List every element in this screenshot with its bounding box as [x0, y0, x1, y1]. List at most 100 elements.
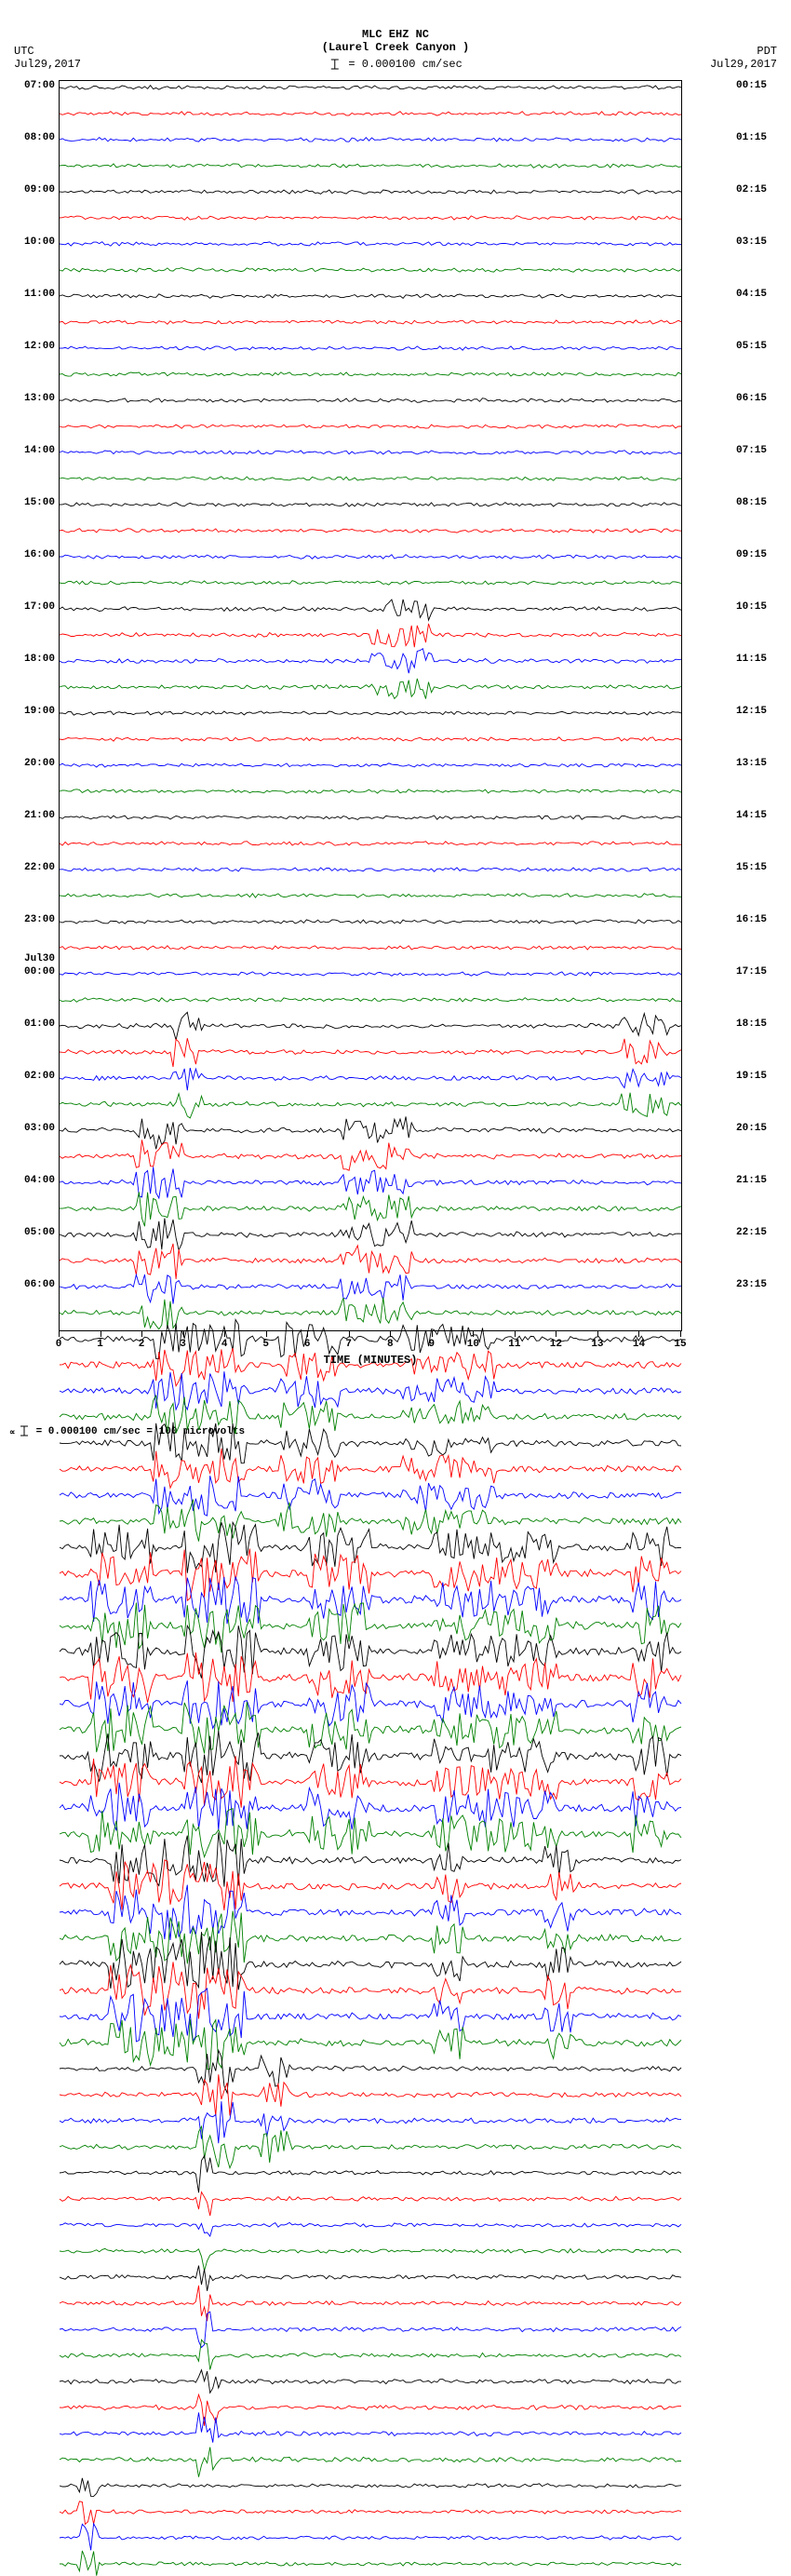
utc-time-label: 17:00 — [14, 600, 55, 614]
seismogram-trace — [60, 1541, 681, 1554]
pdt-time-label: 15:15 — [736, 861, 777, 874]
seismogram-trace — [60, 602, 681, 615]
seismogram-trace — [60, 1254, 681, 1267]
x-axis-title: TIME (MINUTES) — [324, 1354, 418, 1367]
pdt-time-label: 12:15 — [736, 705, 777, 718]
seismogram-trace — [60, 889, 681, 902]
seismogram-trace — [60, 1906, 681, 1919]
x-tick-label: 15 — [674, 1339, 686, 1350]
utc-time-label: 08:00 — [14, 131, 55, 144]
seismogram-trace — [60, 576, 681, 589]
x-tick — [307, 1331, 308, 1337]
seismogram-trace — [60, 681, 681, 694]
seismogram-trace — [60, 707, 681, 720]
seismogram-trace — [60, 81, 681, 94]
utc-time-label: 02:00 — [14, 1070, 55, 1083]
seismogram-trace — [60, 446, 681, 459]
pdt-time-label: 14:15 — [736, 809, 777, 822]
seismogram-trace — [60, 185, 681, 198]
x-tick-label: 12 — [550, 1339, 562, 1350]
seismogram-trace — [60, 1176, 681, 1189]
seismogram-trace — [60, 2219, 681, 2232]
x-tick-label: 5 — [262, 1339, 269, 1350]
pdt-time-label: 09:15 — [736, 548, 777, 561]
seismogram-trace — [60, 863, 681, 876]
utc-time-label: 23:00 — [14, 913, 55, 926]
x-tick-label: 9 — [428, 1339, 435, 1350]
seismogram-trace — [60, 628, 681, 641]
seismogram-trace — [60, 837, 681, 850]
utc-time-label: 21:00 — [14, 809, 55, 822]
x-tick-label: 8 — [387, 1339, 394, 1350]
seismogram-trace — [60, 1489, 681, 1502]
pdt-time-label: 01:15 — [736, 131, 777, 144]
pdt-time-label: 07:15 — [736, 444, 777, 457]
seismogram-trace — [60, 1801, 681, 1814]
seismogram-trace — [60, 941, 681, 954]
seismogram-trace — [60, 1072, 681, 1085]
x-tick-label: 10 — [467, 1339, 479, 1350]
utc-time-label: 19:00 — [14, 705, 55, 718]
header-right-block: PDT Jul29,2017 — [710, 45, 777, 71]
station-code-label: MLC EHZ NC — [322, 28, 469, 41]
x-tick-label: 1 — [97, 1339, 103, 1350]
utc-time-label: 13:00 — [14, 392, 55, 405]
utc-time-label: 06:00 — [14, 1278, 55, 1291]
x-tick-label: 13 — [591, 1339, 603, 1350]
utc-time-label: Jul30 — [14, 952, 55, 965]
utc-time-label: 07:00 — [14, 79, 55, 92]
seismogram-trace — [60, 2036, 681, 2049]
seismogram-trace — [60, 759, 681, 772]
utc-time-label: 05:00 — [14, 1226, 55, 1239]
pdt-time-label: 23:15 — [736, 1278, 777, 1291]
utc-time-label: 14:00 — [14, 444, 55, 457]
utc-time-label: 01:00 — [14, 1018, 55, 1031]
utc-time-label: 04:00 — [14, 1174, 55, 1187]
seismogram-trace — [60, 1019, 681, 1032]
seismogram-trace — [60, 1567, 681, 1580]
left-date-label: Jul29,2017 — [14, 58, 81, 71]
x-tick-label: 14 — [633, 1339, 645, 1350]
utc-time-label: 03:00 — [14, 1122, 55, 1135]
seismogram-trace — [60, 2114, 681, 2127]
pdt-time-label: 06:15 — [736, 392, 777, 405]
station-name-label: (Laurel Creek Canyon ) — [322, 41, 469, 54]
x-tick-label: 2 — [139, 1339, 145, 1350]
seismogram-trace — [60, 2427, 681, 2440]
seismogram-trace — [60, 133, 681, 146]
utc-time-label: 09:00 — [14, 183, 55, 196]
x-tick — [390, 1331, 391, 1337]
seismogram-trace — [60, 1932, 681, 1945]
header-center-block: MLC EHZ NC (Laurel Creek Canyon ) = 0.00… — [322, 28, 469, 71]
x-tick — [141, 1331, 142, 1337]
pdt-time-label: 17:15 — [736, 965, 777, 978]
seismogram-trace — [60, 1045, 681, 1059]
x-tick — [515, 1331, 516, 1337]
chart-header: UTC Jul29,2017 MLC EHZ NC (Laurel Creek … — [9, 9, 782, 74]
seismogram-trace — [60, 2323, 681, 2336]
seismogram-trace — [60, 368, 681, 381]
seismogram-trace — [60, 2557, 681, 2570]
pdt-time-label: 05:15 — [736, 340, 777, 353]
seismogram-trace — [60, 1697, 681, 1710]
seismogram-trace — [60, 1124, 681, 1137]
seismogram-trace — [60, 211, 681, 224]
seismogram-trace — [60, 2479, 681, 2492]
x-tick — [266, 1331, 267, 1337]
seismogram-trace — [60, 1150, 681, 1163]
seismogram-trace — [60, 811, 681, 824]
utc-time-label: 15:00 — [14, 496, 55, 509]
x-tick-label: 4 — [221, 1339, 228, 1350]
x-tick-label: 0 — [56, 1339, 62, 1350]
header-left-block: UTC Jul29,2017 — [14, 45, 81, 71]
x-axis: 0123456789101112131415TIME (MINUTES) — [59, 1331, 682, 1369]
x-tick — [183, 1331, 184, 1337]
seismogram-trace — [60, 2531, 681, 2544]
seismogram-trace — [60, 1671, 681, 1684]
seismogram-trace — [60, 1463, 681, 1476]
pdt-time-label: 19:15 — [736, 1070, 777, 1083]
x-tick — [224, 1331, 225, 1337]
pdt-time-label: 04:15 — [736, 288, 777, 301]
seismogram-trace — [60, 1984, 681, 1997]
seismogram-trace — [60, 2192, 681, 2205]
